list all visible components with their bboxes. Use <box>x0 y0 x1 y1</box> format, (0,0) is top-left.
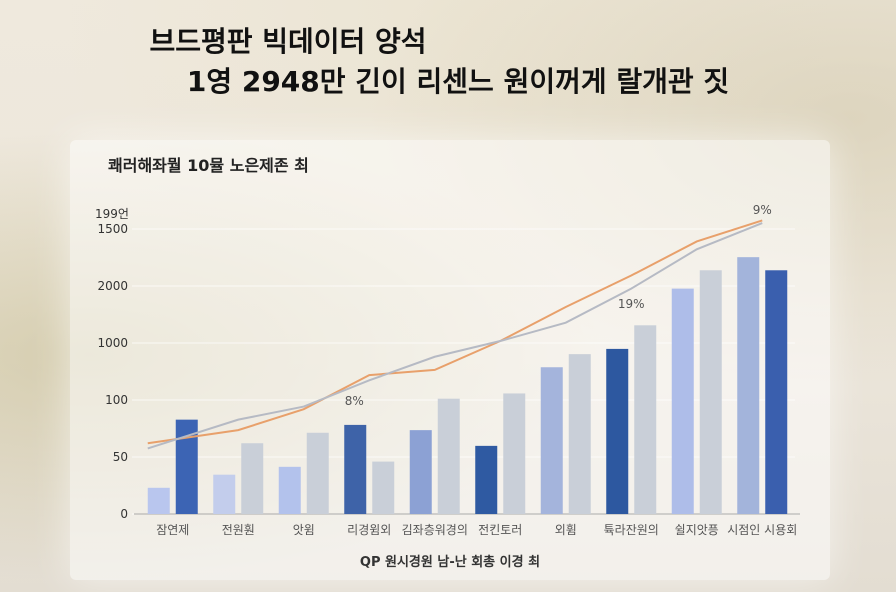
bar <box>278 466 301 514</box>
bar <box>671 288 694 514</box>
x-tick-label: 외휨 <box>555 523 577 537</box>
x-tick-label: 리경윔외 <box>347 523 391 537</box>
y-tick-label: 50 <box>113 450 128 464</box>
page-title: 브드평판 빅데이터 양석 1영 2948만 긴이 리센느 원이꺼게 랄개관 짓 <box>0 22 896 102</box>
title-line-2: 1영 2948만 긴이 리센느 원이꺼게 랄개관 짓 <box>186 65 730 98</box>
bar <box>372 461 395 514</box>
bar <box>737 257 760 514</box>
bar <box>175 419 198 514</box>
x-axis-label: QP 원시경원 남-난 회총 이경 최 <box>360 554 540 570</box>
bar <box>437 398 460 514</box>
data-label: 19% <box>618 297 645 311</box>
y-tick-label: 1000 <box>97 336 128 350</box>
y-unit-label: 199언 <box>95 207 129 221</box>
x-tick-label: 시점인 시용회 <box>727 523 797 537</box>
x-tick-label: 앗윔 <box>293 523 315 537</box>
bar <box>699 270 722 514</box>
x-tick-label: 김좌층워경의 <box>402 523 468 537</box>
bar <box>475 445 498 514</box>
bar <box>540 367 563 514</box>
bar <box>306 432 329 514</box>
chart-subtitle: 쾌러해좌뭘 10뮬 노은제존 최 <box>108 156 309 175</box>
bar <box>634 325 657 514</box>
bar <box>503 393 526 514</box>
y-tick-label: 1500 <box>97 222 128 236</box>
bar <box>606 348 629 514</box>
y-tick-label: 0 <box>120 507 128 521</box>
y-tick-label: 100 <box>105 393 128 407</box>
y-tick-label: 2000 <box>97 279 128 293</box>
x-tick-label: 잠연제 <box>156 523 189 537</box>
bar <box>213 474 236 514</box>
title-line-1: 브드평판 빅데이터 양석 <box>149 25 427 58</box>
data-label: 9% <box>753 203 772 217</box>
data-label: 8% <box>345 394 364 408</box>
x-tick-label: 튝라잔원의 <box>604 523 659 537</box>
series-line <box>147 222 763 450</box>
bar <box>344 424 367 514</box>
bar <box>147 487 170 514</box>
bar <box>765 270 788 514</box>
bar <box>409 430 432 514</box>
x-tick-label: 전킨토러 <box>478 523 522 537</box>
x-tick-label: 쉴지앗픙 <box>675 523 719 537</box>
series-line <box>147 219 763 445</box>
bar <box>568 354 591 514</box>
bar <box>241 443 264 514</box>
x-tick-label: 전원훤 <box>222 523 255 537</box>
